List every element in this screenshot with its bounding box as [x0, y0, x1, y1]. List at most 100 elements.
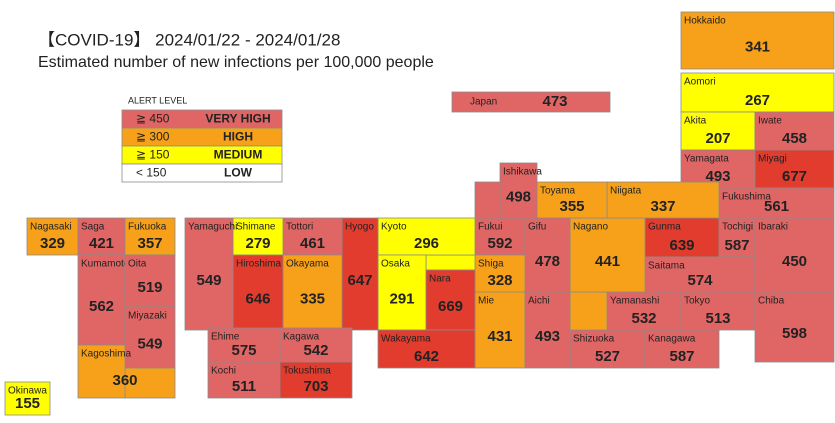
region-name: Fukui	[478, 222, 502, 233]
region-tile	[425, 269, 476, 331]
region-name: Aichi	[528, 296, 550, 307]
region-value: 450	[782, 253, 807, 270]
region-value: 360	[112, 372, 137, 389]
region-name: Niigata	[610, 186, 642, 197]
region-name: Nagano	[573, 222, 608, 233]
region-value: 646	[245, 290, 270, 307]
region-tile	[644, 256, 756, 293]
region-value: 669	[438, 298, 463, 315]
region-tile	[279, 361, 353, 399]
region-tile	[680, 111, 756, 151]
legend-title: ALERT LEVEL	[128, 95, 187, 105]
region-value: 549	[196, 272, 221, 289]
region-name: Nara	[429, 274, 451, 285]
region-name: Tokyo	[684, 296, 711, 307]
region-tile	[207, 327, 281, 363]
region-value: 355	[559, 198, 584, 215]
region-tile	[680, 72, 835, 113]
region-name: Tottori	[286, 222, 313, 233]
subtitle: Estimated number of new infections per 1…	[38, 54, 434, 71]
legend-label: MEDIUM	[214, 148, 263, 162]
region-tile	[377, 329, 476, 369]
region-name: Ehime	[211, 332, 240, 343]
region-tile	[282, 217, 343, 256]
region-value: 461	[300, 235, 325, 252]
region-value: 532	[631, 310, 656, 327]
region-value: 677	[782, 168, 807, 185]
region-name: Shizuoka	[573, 334, 615, 345]
region-tile-part	[569, 291, 608, 331]
region-tile	[474, 217, 526, 256]
region-value: 279	[245, 235, 270, 252]
region-value: 357	[137, 235, 162, 252]
region-tile	[282, 254, 343, 331]
national-value: 473	[542, 93, 567, 110]
region-tile	[754, 149, 835, 189]
region-tile	[207, 361, 281, 399]
national-tile	[451, 91, 611, 113]
region-name: Ibaraki	[758, 222, 788, 233]
region-value: 574	[687, 272, 713, 289]
region-value: 431	[487, 328, 512, 345]
region-value: 329	[40, 235, 65, 252]
region-tile	[4, 381, 51, 416]
region-value: 511	[232, 378, 256, 395]
region-value: 519	[137, 279, 162, 296]
region-tile-part	[425, 254, 476, 271]
region-name: Hyogo	[345, 222, 374, 233]
region-value: 296	[414, 235, 439, 252]
region-tile	[524, 217, 571, 293]
region-tile	[26, 217, 79, 256]
region-value: 421	[89, 235, 114, 252]
region-tile-part	[124, 367, 176, 399]
region-value: 592	[487, 235, 512, 252]
region-value: 441	[595, 253, 620, 270]
region-name: Wakayama	[381, 334, 431, 345]
region-name: Ishikawa	[503, 167, 542, 178]
region-name: Aomori	[684, 77, 716, 88]
region-name: Oita	[128, 259, 147, 270]
region-value: 493	[535, 328, 560, 345]
region-tile	[680, 291, 756, 331]
region-value: 587	[724, 237, 749, 254]
region-name: Yamagata	[684, 154, 729, 165]
region-tile	[77, 254, 126, 346]
region-tile	[377, 217, 476, 256]
region-value: 639	[669, 237, 694, 254]
region-name: Shimane	[236, 222, 276, 233]
region-value: 267	[745, 92, 770, 109]
region-tile	[754, 111, 835, 151]
legend-threshold: < 150	[136, 166, 167, 180]
region-value: 703	[303, 378, 328, 395]
region-tile	[569, 217, 646, 293]
region-name: Hokkaido	[684, 16, 726, 27]
legend-threshold: ≧ 300	[136, 130, 170, 144]
region-name: Kagawa	[283, 332, 320, 343]
region-name: Saga	[81, 222, 105, 233]
region-name: Kochi	[211, 366, 236, 377]
region-tile	[77, 344, 126, 399]
region-name: Chiba	[758, 296, 785, 307]
region-name: Shiga	[478, 259, 504, 270]
region-tile	[524, 291, 571, 369]
region-tile	[718, 217, 756, 258]
region-name: Gifu	[528, 222, 546, 233]
region-tile	[341, 217, 379, 331]
region-name: Tokushima	[283, 366, 331, 377]
region-value: 478	[535, 253, 560, 270]
region-value: 328	[487, 272, 512, 289]
region-name: Yamaguchi	[188, 222, 237, 233]
region-name: Iwate	[758, 116, 782, 127]
region-tile	[754, 291, 835, 363]
region-value: 335	[300, 290, 325, 307]
legend-threshold: ≧ 150	[136, 148, 170, 162]
region-name: Akita	[684, 116, 707, 127]
region-tile	[474, 254, 526, 293]
region-name: Miyazaki	[128, 311, 167, 322]
region-value: 642	[414, 348, 439, 365]
region-tile	[569, 329, 646, 369]
region-value: 155	[15, 395, 40, 412]
region-tile	[124, 306, 176, 369]
